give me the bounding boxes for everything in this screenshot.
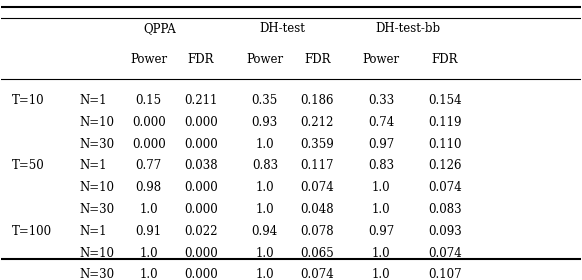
Text: 0.154: 0.154 — [428, 94, 462, 107]
Text: 0.126: 0.126 — [428, 159, 462, 172]
Text: 0.078: 0.078 — [300, 225, 334, 238]
Text: FDR: FDR — [188, 53, 214, 66]
Text: 1.0: 1.0 — [140, 247, 158, 260]
Text: 0.000: 0.000 — [184, 247, 218, 260]
Text: 1.0: 1.0 — [372, 247, 391, 260]
Text: Power: Power — [130, 53, 167, 66]
Text: 0.000: 0.000 — [184, 203, 218, 216]
Text: 0.33: 0.33 — [368, 94, 394, 107]
Text: 0.000: 0.000 — [184, 268, 218, 280]
Text: 0.83: 0.83 — [368, 159, 394, 172]
Text: 0.74: 0.74 — [368, 116, 394, 129]
Text: 0.107: 0.107 — [428, 268, 462, 280]
Text: 0.212: 0.212 — [300, 116, 334, 129]
Text: 0.35: 0.35 — [252, 94, 278, 107]
Text: 0.074: 0.074 — [428, 247, 462, 260]
Text: 0.94: 0.94 — [252, 225, 278, 238]
Text: 0.000: 0.000 — [184, 137, 218, 151]
Text: N=10: N=10 — [79, 181, 114, 194]
Text: 1.0: 1.0 — [372, 268, 391, 280]
Text: 1.0: 1.0 — [372, 203, 391, 216]
Text: N=30: N=30 — [79, 137, 114, 151]
Text: 0.065: 0.065 — [300, 247, 334, 260]
Text: FDR: FDR — [432, 53, 458, 66]
Text: 1.0: 1.0 — [255, 137, 274, 151]
Text: 1.0: 1.0 — [140, 203, 158, 216]
Text: N=10: N=10 — [79, 116, 114, 129]
Text: 0.77: 0.77 — [136, 159, 162, 172]
Text: 0.98: 0.98 — [136, 181, 162, 194]
Text: FDR: FDR — [304, 53, 331, 66]
Text: 0.000: 0.000 — [132, 137, 166, 151]
Text: 0.15: 0.15 — [136, 94, 162, 107]
Text: 0.186: 0.186 — [300, 94, 334, 107]
Text: N=1: N=1 — [79, 94, 107, 107]
Text: 0.110: 0.110 — [428, 137, 462, 151]
Text: 0.000: 0.000 — [184, 116, 218, 129]
Text: 0.83: 0.83 — [252, 159, 278, 172]
Text: 0.97: 0.97 — [368, 137, 394, 151]
Text: QPPA: QPPA — [143, 22, 176, 35]
Text: T=50: T=50 — [12, 159, 45, 172]
Text: 1.0: 1.0 — [372, 181, 391, 194]
Text: 0.038: 0.038 — [184, 159, 218, 172]
Text: 0.074: 0.074 — [300, 181, 334, 194]
Text: 1.0: 1.0 — [255, 181, 274, 194]
Text: DH-test-bb: DH-test-bb — [375, 22, 441, 35]
Text: N=30: N=30 — [79, 203, 114, 216]
Text: 0.119: 0.119 — [428, 116, 462, 129]
Text: 0.083: 0.083 — [428, 203, 462, 216]
Text: 1.0: 1.0 — [140, 268, 158, 280]
Text: 0.048: 0.048 — [300, 203, 334, 216]
Text: N=10: N=10 — [79, 247, 114, 260]
Text: DH-test: DH-test — [259, 22, 305, 35]
Text: 0.93: 0.93 — [252, 116, 278, 129]
Text: T=10: T=10 — [12, 94, 45, 107]
Text: 0.074: 0.074 — [300, 268, 334, 280]
Text: Power: Power — [363, 53, 400, 66]
Text: Power: Power — [246, 53, 283, 66]
Text: T=100: T=100 — [12, 225, 52, 238]
Text: 0.000: 0.000 — [132, 116, 166, 129]
Text: 0.359: 0.359 — [300, 137, 334, 151]
Text: 0.074: 0.074 — [428, 181, 462, 194]
Text: 0.91: 0.91 — [136, 225, 162, 238]
Text: 0.211: 0.211 — [184, 94, 218, 107]
Text: 1.0: 1.0 — [255, 247, 274, 260]
Text: 0.000: 0.000 — [184, 181, 218, 194]
Text: 0.022: 0.022 — [184, 225, 218, 238]
Text: 1.0: 1.0 — [255, 268, 274, 280]
Text: N=1: N=1 — [79, 225, 107, 238]
Text: 1.0: 1.0 — [255, 203, 274, 216]
Text: 0.117: 0.117 — [300, 159, 334, 172]
Text: N=30: N=30 — [79, 268, 114, 280]
Text: N=1: N=1 — [79, 159, 107, 172]
Text: 0.97: 0.97 — [368, 225, 394, 238]
Text: 0.093: 0.093 — [428, 225, 462, 238]
